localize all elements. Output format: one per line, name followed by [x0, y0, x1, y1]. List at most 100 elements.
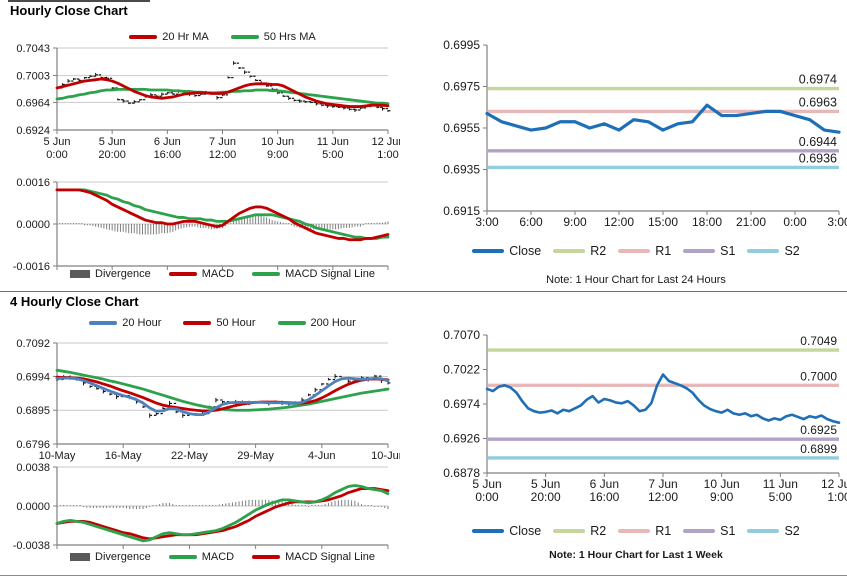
legend-item-50-hrs-ma: 50 Hrs MA: [230, 31, 316, 43]
svg-text:18:00: 18:00: [692, 215, 722, 229]
svg-text:21:00: 21:00: [736, 215, 766, 229]
svg-text:3:00: 3:00: [475, 215, 499, 229]
legend-label: S2: [784, 524, 800, 538]
legend-label: Divergence: [95, 268, 151, 280]
legend-item-macd-signal-line: MACD Signal Line: [252, 551, 375, 563]
legend-label: S1: [720, 524, 736, 538]
svg-text:0.0038: 0.0038: [16, 462, 50, 474]
svg-text:12:00: 12:00: [604, 215, 634, 229]
svg-text:0.6964: 0.6964: [16, 97, 50, 109]
svg-text:0.6963: 0.6963: [799, 95, 837, 109]
hourly-macd-svg: -0.0016 0.0000 0.0016: [13, 177, 390, 273]
four-hourly-close-chart: 0.6796 0.6895 0.6994 0.7092 10-May 16-May 22-M…: [0, 332, 404, 482]
20-hr-ma-swatch-icon: [129, 35, 158, 39]
legend-label: 50 Hour: [216, 317, 256, 329]
divergence-swatch-icon: [70, 270, 91, 278]
svg-text:10-May: 10-May: [39, 450, 76, 462]
weekly-pivot-svg: 0.6878 0.6926 0.6974 0.7022 0.7070 5 Jun 0:00 5…: [443, 328, 847, 504]
legend-item-r2: R2: [553, 244, 606, 258]
bottom-divider: [0, 575, 847, 576]
legend-label: S1: [720, 244, 736, 258]
svg-text:10-Jun: 10-Jun: [371, 450, 400, 462]
svg-text:0.0000: 0.0000: [16, 219, 50, 231]
svg-text:-0.0038: -0.0038: [13, 540, 50, 552]
legend-item-50-hour: 50 Hour: [183, 317, 256, 329]
hourly-macd-chart: -0.0016 0.0000 0.0016: [0, 166, 400, 273]
legend-item-r1: R1: [618, 244, 671, 258]
weekly-pivot-note: Note: 1 Hour Chart for Last 1 Week: [549, 549, 723, 561]
macd-signal-line-swatch-icon: [252, 272, 281, 276]
legend-label: R2: [590, 244, 607, 258]
svg-text:0.6955: 0.6955: [443, 121, 480, 135]
legend-item-macd: MACD: [168, 268, 235, 280]
svg-text:0.6974: 0.6974: [443, 397, 480, 411]
macd-swatch-icon: [168, 272, 197, 276]
svg-text:0.6944: 0.6944: [799, 135, 837, 149]
svg-text:0.6878: 0.6878: [443, 466, 480, 480]
top-edge-mark: [8, 0, 150, 2]
50-hour-swatch-icon: [183, 321, 212, 325]
svg-text:0.6975: 0.6975: [443, 80, 480, 94]
svg-text:0.6926: 0.6926: [443, 432, 480, 446]
four-hourly-section-title: 4 Hourly Close Chart: [10, 294, 139, 309]
s1-swatch-icon: [683, 529, 716, 533]
hourly-macd-legend: Divergence MACD MACD Signal Line: [57, 268, 388, 280]
legend-item-macd-signal-line: MACD Signal Line: [252, 268, 375, 280]
svg-text:0.6994: 0.6994: [16, 371, 50, 383]
r1-swatch-icon: [618, 529, 651, 533]
hourly-section-title: Hourly Close Chart: [10, 3, 128, 18]
legend-item-r2: R2: [553, 524, 606, 538]
svg-text:0.0000: 0.0000: [16, 501, 50, 513]
legend-label: Close: [509, 524, 542, 538]
50-hrs-ma-swatch-icon: [230, 35, 259, 39]
macd-swatch-icon: [168, 555, 197, 559]
legend-item-s1: S1: [683, 244, 735, 258]
svg-text:0.6895: 0.6895: [16, 405, 50, 417]
svg-text:0.6974: 0.6974: [799, 73, 837, 87]
legend-label: MACD Signal Line: [285, 268, 375, 280]
svg-text:15:00: 15:00: [648, 215, 678, 229]
svg-text:6:00: 6:00: [519, 215, 543, 229]
r2-swatch-icon: [553, 249, 586, 253]
svg-text:0.6915: 0.6915: [443, 204, 480, 218]
legend-label: MACD Signal Line: [285, 551, 375, 563]
svg-text:0.6935: 0.6935: [443, 163, 480, 177]
svg-text:0.6796: 0.6796: [16, 439, 50, 451]
legend-item-20-hour: 20 Hour: [89, 317, 161, 329]
fourh-price-svg: 0.6796 0.6895 0.6994 0.7092 10-May 16-May 22-M…: [16, 338, 404, 462]
svg-text:0.7003: 0.7003: [16, 71, 50, 83]
weekly-pivot-legend: Close R2 R1 S1 S2: [425, 524, 847, 538]
hourly-pivot-note: Note: 1 Hour Chart for Last 24 Hours: [546, 274, 726, 286]
legend-item-macd: MACD: [168, 551, 235, 563]
svg-text:0.6925: 0.6925: [800, 423, 837, 437]
svg-text:0.7000: 0.7000: [800, 369, 837, 383]
legend-label: MACD: [201, 551, 235, 563]
svg-text:22-May: 22-May: [171, 450, 208, 462]
macd-signal-line-swatch-icon: [252, 555, 281, 559]
200-hour-swatch-icon: [277, 321, 306, 325]
divergence-swatch-icon: [70, 553, 91, 561]
legend-label: R2: [590, 524, 607, 538]
svg-text:3:00: 3:00: [827, 215, 847, 229]
hourly-pivot-legend: Close R2 R1 S1 S2: [425, 244, 847, 258]
svg-text:0.7043: 0.7043: [16, 44, 50, 55]
legend-label: S2: [784, 244, 800, 258]
weekly-pivot-chart: 0.6878 0.6926 0.6974 0.7022 0.7070 5 Jun 0:00 5…: [425, 315, 847, 507]
svg-text:9:00: 9:00: [563, 215, 587, 229]
legend-item-s2: S2: [747, 524, 800, 538]
hourly-pivot-chart: 0.6915 0.6935 0.6955 0.6975 0.6995 3:00 6:00 9:…: [425, 30, 847, 248]
hourly-price-svg: 0.6924 0.6964 0.7003 0.7043 5 Jun 0:00 5 Jun 20…: [16, 43, 404, 161]
legend-item-20-hr-ma: 20 Hr MA: [129, 31, 209, 43]
hourly-close-chart: 0.6924 0.6964 0.7003 0.7043 5 Jun 0:00 5 Jun 20…: [0, 43, 404, 162]
svg-text:0.0016: 0.0016: [16, 177, 50, 189]
hourly-pivot-svg: 0.6915 0.6935 0.6955 0.6975 0.6995 3:00 6:00 9:…: [443, 38, 847, 229]
legend-label: MACD: [201, 268, 235, 280]
fourh-macd-svg: -0.0038 0.0000 0.0038: [13, 462, 390, 552]
